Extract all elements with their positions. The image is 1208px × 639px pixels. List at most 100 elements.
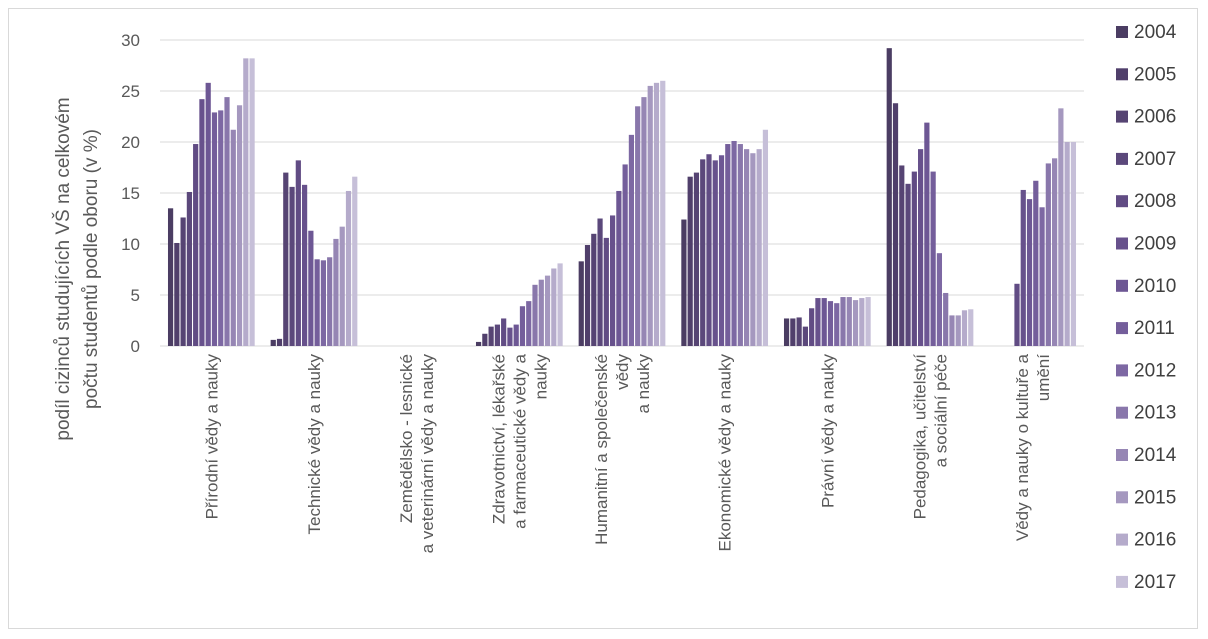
y-tick-label: 25: [121, 82, 140, 101]
bar: [968, 309, 974, 346]
bar: [955, 315, 961, 346]
legend-swatch: [1116, 406, 1128, 419]
bar: [622, 164, 628, 346]
bar: [840, 297, 846, 346]
bar: [635, 106, 641, 346]
bar: [852, 300, 859, 346]
bar: [859, 298, 865, 346]
bar: [211, 112, 218, 346]
bar: [174, 242, 180, 346]
category-label: Přírodní vědy a nauky: [202, 354, 221, 520]
category-label-line: a veterinární vědy a nauky: [418, 354, 437, 554]
bar: [783, 318, 790, 346]
bar: [276, 338, 283, 346]
legend-item: 2016: [1116, 530, 1176, 551]
legend-swatch: [1116, 110, 1128, 123]
bar: [712, 160, 718, 346]
bar: [1014, 283, 1020, 346]
bar: [236, 105, 243, 346]
bar: [308, 230, 314, 346]
bar: [802, 326, 808, 346]
y-tick-label: 20: [121, 133, 140, 152]
legend-label: 2017: [1134, 572, 1176, 593]
legend-item: 2007: [1116, 149, 1176, 170]
category-label-line: Právní vědy a nauky: [818, 354, 837, 509]
legend-swatch: [1116, 533, 1128, 546]
bar: [821, 298, 827, 346]
bar: [961, 310, 968, 346]
bar: [681, 219, 687, 346]
bar: [1045, 163, 1051, 346]
bar: [230, 129, 236, 346]
category-label: Pedagogika, učitelství a sociální péče: [911, 354, 951, 520]
legend-label: 2004: [1134, 22, 1177, 43]
bar: [815, 298, 821, 346]
y-tick-label: 15: [121, 184, 140, 203]
bar: [790, 318, 796, 346]
bar: [475, 341, 482, 346]
bar: [762, 129, 769, 346]
bar: [616, 190, 622, 346]
legend-swatch: [1116, 322, 1128, 335]
category-label-line: a sociální péče: [932, 354, 951, 467]
bar: [1033, 180, 1039, 346]
bar: [327, 257, 333, 346]
legend-item: 2011: [1116, 318, 1175, 339]
bar: [706, 154, 712, 346]
bar: [924, 122, 930, 347]
legend-item: 2009: [1116, 234, 1176, 255]
legend-label: 2010: [1134, 276, 1176, 297]
category-label-line: Vědy a nauky o kultuře a: [1013, 353, 1032, 541]
category-label-line: Technické vědy a nauky: [305, 354, 324, 535]
bar: [199, 99, 205, 346]
bar: [1064, 142, 1070, 346]
bar: [1058, 108, 1064, 346]
legend-item: 2010: [1116, 276, 1176, 297]
bar: [507, 327, 513, 346]
legend-swatch: [1116, 364, 1128, 377]
category-label: Vědy a nauky o kultuře a umění: [1013, 353, 1053, 541]
legend-label: 2008: [1134, 191, 1176, 212]
bar: [551, 268, 557, 346]
bar: [1052, 158, 1058, 346]
y-axis-title: podíl cizinců studujících VŠ na celkovém…: [52, 97, 102, 440]
bar: [249, 58, 255, 347]
bar: [224, 97, 230, 347]
bar: [218, 110, 224, 346]
y-axis-title-line: podíl cizinců studujících VŠ na celkovém: [52, 97, 74, 440]
bar: [482, 333, 488, 346]
y-axis-title-line: počtu studentů podle oboru (v %): [81, 129, 102, 409]
bar: [930, 171, 936, 346]
category-label-line: a farmaceutické vědy a: [510, 353, 529, 528]
bar: [488, 326, 494, 346]
legend-item: 2013: [1116, 403, 1176, 424]
bar: [345, 190, 352, 346]
category-label-line: vědy: [613, 354, 632, 390]
bar: [591, 233, 597, 346]
bar: [302, 184, 308, 346]
category-label-line: Ekonomické vědy a nauky: [716, 354, 735, 552]
bar: [628, 134, 635, 346]
bar: [597, 218, 603, 346]
legend-item: 2005: [1116, 64, 1176, 85]
bar: [718, 155, 725, 346]
bar: [744, 149, 750, 346]
bar: [949, 315, 955, 346]
legend-label: 2009: [1134, 234, 1176, 255]
bar: [750, 153, 756, 346]
bar: [834, 303, 840, 346]
category-label-line: Zemědělsko - lesnické: [397, 354, 416, 523]
category-label-line: Zdravotnictví, lékařské: [489, 354, 508, 524]
legend-item: 2017: [1116, 572, 1176, 593]
legend-item: 2008: [1116, 191, 1176, 212]
bar: [796, 317, 802, 346]
bar: [352, 176, 358, 346]
bar: [725, 144, 731, 346]
y-tick-labels: 0 5 10 15 20 25 30: [121, 31, 140, 356]
bar: [295, 160, 301, 346]
bar: [283, 172, 289, 346]
bar: [865, 297, 871, 346]
bar: [532, 284, 538, 346]
bar: [186, 191, 192, 346]
bar: [557, 263, 563, 346]
